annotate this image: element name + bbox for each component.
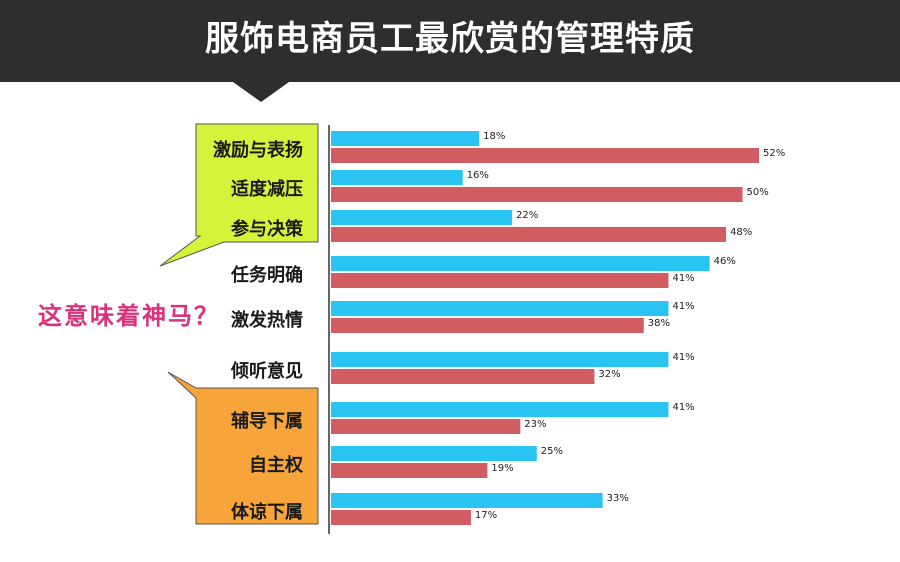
- category-label-1: 激励与表扬: [213, 139, 303, 161]
- bar-s1-3: [331, 210, 513, 225]
- bar-s1-7: [331, 402, 669, 417]
- value-label-s1-4: 46%: [714, 256, 736, 267]
- category-label-5: 激发热情: [231, 309, 303, 331]
- bar-s2-7: [331, 419, 521, 434]
- bar-s1-2: [331, 170, 463, 185]
- callout-orange: [167, 371, 319, 525]
- title-bar-pointer: [233, 82, 289, 102]
- value-label-s1-5: 41%: [672, 301, 694, 312]
- bar-s2-4: [331, 273, 669, 288]
- value-label-s2-5: 38%: [648, 318, 670, 329]
- category-label-4: 任务明确: [230, 264, 303, 286]
- bar-s2-5: [331, 318, 644, 333]
- value-label-s1-1: 18%: [483, 131, 505, 142]
- value-label-s1-7: 41%: [672, 402, 694, 413]
- value-label-s2-4: 41%: [672, 273, 694, 284]
- value-label-s2-1: 52%: [763, 148, 785, 159]
- bar-s2-9: [331, 510, 471, 525]
- category-label-9: 体谅下属: [231, 501, 303, 523]
- bar-s1-1: [331, 131, 480, 146]
- value-label-s2-2: 50%: [747, 187, 769, 198]
- category-label-2: 适度减压: [231, 178, 303, 200]
- page-title: 服饰电商员工最欣赏的管理特质: [205, 19, 695, 59]
- value-label-s1-3: 22%: [516, 210, 538, 221]
- category-label-7: 辅导下属: [231, 410, 303, 432]
- category-label-8: 自主权: [249, 454, 304, 476]
- bar-s2-2: [331, 187, 743, 202]
- bar-s2-1: [331, 148, 759, 163]
- value-label-s1-8: 25%: [541, 446, 563, 457]
- title-bar: [0, 0, 900, 82]
- value-label-s2-7: 23%: [524, 419, 546, 430]
- callout-green: [159, 123, 319, 267]
- bar-s1-4: [331, 256, 710, 271]
- value-label-s2-9: 17%: [475, 510, 497, 521]
- bar-s2-8: [331, 463, 488, 478]
- annotation-text: 这意味着神马？: [38, 302, 220, 330]
- bar-s1-8: [331, 446, 537, 461]
- category-label-3: 参与决策: [231, 218, 304, 240]
- value-label-s2-6: 32%: [598, 369, 620, 380]
- bar-s2-3: [331, 227, 727, 242]
- bar-s1-9: [331, 493, 603, 508]
- bar-s2-6: [331, 369, 595, 384]
- bar-s1-5: [331, 301, 669, 316]
- value-label-s1-2: 16%: [467, 170, 489, 181]
- category-label-6: 倾听意见: [230, 360, 303, 382]
- value-label-s2-3: 48%: [730, 227, 752, 238]
- value-label-s1-9: 33%: [607, 493, 629, 504]
- value-label-s1-6: 41%: [672, 352, 694, 363]
- value-label-s2-8: 19%: [491, 463, 513, 474]
- bar-s1-6: [331, 352, 669, 367]
